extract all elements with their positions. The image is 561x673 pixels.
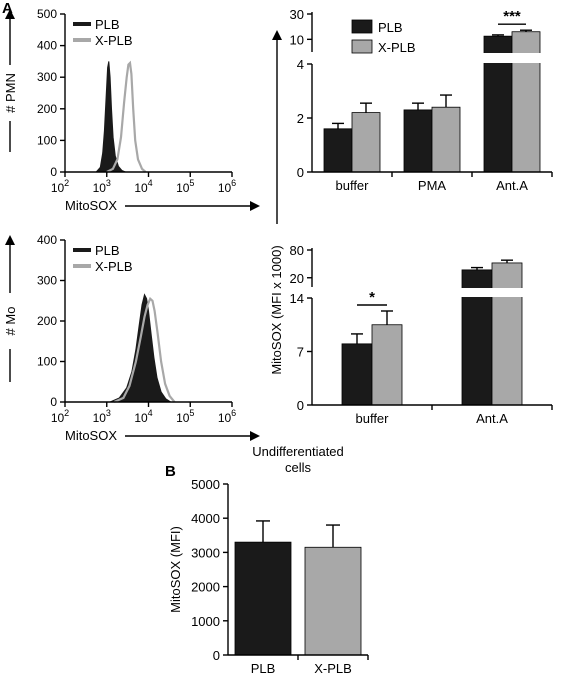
significance-marker: ***: [503, 8, 521, 25]
mo-histogram: 0 100 200 300 400 102 103 104 105 106 MitoSOX # Mo P…: [3, 233, 260, 443]
pmn-bar-chart: buffer PMA Ant.A 0 2 4 10 30 *** PLB X-PLB: [290, 7, 558, 193]
y-tick-label: 400: [37, 39, 57, 53]
y-tick-label: 1000: [191, 614, 220, 629]
y-tick-label: 4000: [191, 511, 220, 526]
bar-plb: [323, 128, 353, 173]
y-axis-label: MitoSOX (MFI x 1000): [269, 245, 284, 374]
x-tick-label: 106: [218, 408, 236, 425]
category-label: X-PLB: [314, 661, 352, 673]
y-tick-label: 30: [290, 7, 304, 22]
histogram-series-plb: [109, 293, 173, 403]
legend-swatch: [351, 39, 373, 54]
x-tick-label: 105: [176, 408, 194, 425]
y-tick-label: 0: [297, 165, 304, 180]
axis-break-gap: [306, 288, 558, 297]
y-tick-label: 5000: [191, 477, 220, 492]
y-tick-label: 200: [37, 314, 57, 328]
y-tick-label: 2: [297, 111, 304, 126]
x-axis-label: MitoSOX: [65, 428, 117, 443]
y-tick-label: 300: [37, 70, 57, 84]
bar-xplb: [371, 324, 403, 406]
significance-marker: *: [369, 289, 375, 306]
bar-plb: [234, 541, 292, 656]
bar-xplb: [351, 112, 381, 173]
y-axis-label: # Mo: [3, 307, 18, 336]
x-tick-label: 102: [51, 178, 69, 195]
chart-title: Undifferentiated: [252, 444, 344, 459]
legend-label: PLB: [378, 20, 403, 35]
histogram-series-xplb: [106, 60, 147, 173]
category-label: PMA: [418, 178, 447, 193]
category-label: buffer: [355, 411, 389, 426]
y-tick-label: 100: [37, 133, 57, 147]
y-axis-arrow-head: [5, 235, 15, 245]
y-axis-arrow-head: [5, 9, 15, 19]
y-tick-label: 20: [290, 271, 304, 286]
y-tick-label: 100: [37, 355, 57, 369]
category-label: buffer: [335, 178, 369, 193]
y-tick-label: 0: [297, 398, 304, 413]
x-tick-label: 106: [218, 178, 236, 195]
y-tick-label: 7: [297, 345, 304, 360]
y-tick-label: 0: [50, 395, 57, 409]
axis-break-gap: [306, 53, 558, 63]
legend-swatch: [351, 19, 373, 34]
legend-label: X-PLB: [95, 259, 133, 274]
pmn-histogram: 0 100 200 300 400 500 102 103 104 105 106 MitoSOX # …: [3, 7, 260, 213]
y-axis-label-backdrop: [6, 65, 16, 121]
x-tick-label: 104: [134, 408, 152, 425]
x-tick-label: 104: [134, 178, 152, 195]
x-axis-arrow-head: [250, 431, 260, 441]
bar-plb: [403, 109, 433, 173]
panel-label-a: A: [2, 0, 13, 17]
legend-label: X-PLB: [378, 40, 416, 55]
category-label: Ant.A: [496, 178, 528, 193]
shared-y-arrow-head: [272, 30, 282, 40]
x-tick-label: 102: [51, 408, 69, 425]
y-tick-label: 2000: [191, 580, 220, 595]
bar-xplb: [511, 31, 541, 173]
y-tick-label: 4: [297, 57, 304, 72]
bar-xplb: [431, 106, 461, 173]
chart-title: cells: [285, 460, 312, 475]
y-tick-label: 10: [290, 32, 304, 47]
y-tick-label: 14: [290, 291, 304, 306]
category-label: Ant.A: [476, 411, 508, 426]
bar-plb: [341, 343, 373, 406]
legend-label: PLB: [95, 17, 120, 32]
x-tick-label: 103: [93, 408, 111, 425]
x-axis-arrow-head: [250, 201, 260, 211]
y-tick-label: 300: [37, 274, 57, 288]
x-axis-label: MitoSOX: [65, 198, 117, 213]
bar-xplb: [491, 262, 523, 406]
category-label: PLB: [251, 661, 276, 673]
y-tick-label: 200: [37, 102, 57, 116]
y-axis-label-backdrop: [6, 293, 16, 349]
y-tick-label: 400: [37, 233, 57, 247]
y-axis-label: # PMN: [3, 73, 18, 113]
y-tick-label: 3000: [191, 545, 220, 560]
legend-label: X-PLB: [95, 33, 133, 48]
undifferentiated-bar-chart: PLB X-PLB 0 1000 2000 3000 4000 5000 MitoSOX (MF…: [168, 444, 369, 673]
x-tick-label: 103: [93, 178, 111, 195]
histogram-series-xplb: [113, 296, 176, 404]
y-tick-label: 0: [50, 165, 57, 179]
bar-xplb: [304, 546, 362, 656]
y-tick-label: 80: [290, 243, 304, 258]
y-axis-label: MitoSOX (MFI): [168, 526, 183, 613]
histogram-series-plb: [95, 61, 126, 173]
y-tick-label: 500: [37, 7, 57, 21]
y-tick-label: 0: [213, 648, 220, 663]
x-tick-label: 105: [176, 178, 194, 195]
legend-label: PLB: [95, 243, 120, 258]
panel-label-b: B: [165, 463, 176, 480]
